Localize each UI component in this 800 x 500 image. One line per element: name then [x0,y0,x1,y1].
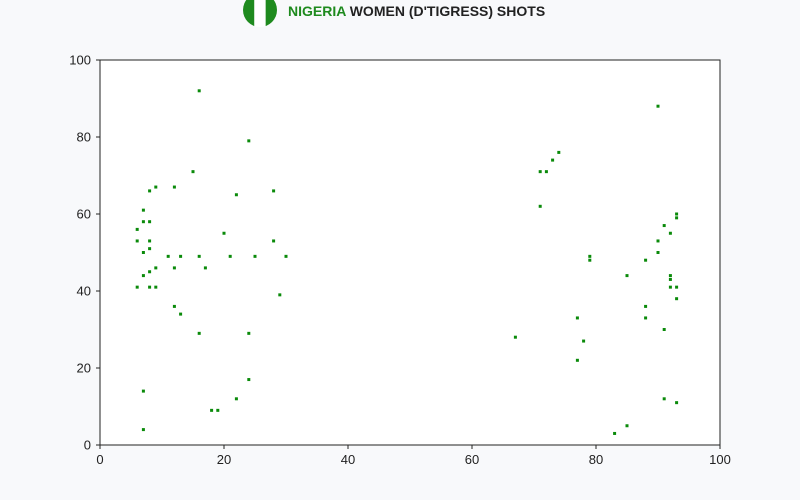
shot-point [247,139,251,143]
shot-point [148,247,152,251]
shot-point [625,274,629,278]
chart-title: NIGERIA WOMEN (D'TIGRESS) SHOTS [288,3,545,19]
shot-point [675,285,679,289]
shot-point [135,239,139,243]
data-points [135,89,679,435]
x-tick-label: 40 [341,452,355,467]
shot-point [668,231,672,235]
shot-point [197,89,201,93]
shot-point [588,254,592,258]
shot-point [538,204,542,208]
shot-point [135,285,139,289]
shot-point [613,431,617,435]
title-rest: WOMEN (D'TIGRESS) SHOTS [346,3,545,19]
shot-point [656,251,660,254]
shot-point [210,408,214,412]
shot-point [141,428,145,432]
x-tick-label: 60 [465,452,479,467]
chart-header: NIGERIA WOMEN (D'TIGRESS) SHOTS [243,0,545,27]
shot-point [272,239,276,243]
shot-point [656,104,660,108]
shot-point [662,224,666,228]
shot-point [148,220,152,224]
shot-point [668,285,672,289]
shot-point [141,208,145,212]
x-axis-tick-labels: 0 20 40 60 80 100 [96,452,730,467]
y-tick-label: 80 [77,130,91,145]
shot-point [253,254,257,258]
shot-point [662,397,666,401]
shot-point [148,270,152,274]
shot-point [551,158,555,162]
x-tick-label: 0 [96,452,103,467]
shot-point [544,170,548,174]
y-tick-label: 0 [84,438,91,453]
shot-point [575,316,579,320]
shot-point [148,239,152,243]
x-tick-label: 80 [589,452,603,467]
shot-point [154,285,158,289]
axis-ticks [96,59,721,449]
shot-point [662,328,666,331]
shot-point [278,293,282,297]
nigeria-flag-icon [243,0,277,27]
shot-point [675,212,679,216]
shot-point [141,251,145,254]
shot-point [668,274,672,278]
shot-point [575,358,579,362]
shot-point [644,258,648,262]
shot-point [538,170,542,174]
y-tick-label: 40 [77,284,91,299]
shot-point [179,254,183,258]
shot-point [247,378,251,382]
shot-point [675,297,679,301]
shot-point [582,339,586,343]
shot-point [154,266,158,270]
shot-point [141,389,145,393]
y-tick-label: 60 [77,207,91,222]
shot-point [656,239,660,243]
shot-point [675,216,679,220]
shot-point [644,304,648,308]
title-country: NIGERIA [288,3,346,19]
y-tick-label: 20 [77,361,91,376]
shot-point [234,397,238,401]
shot-point [222,231,226,235]
shot-point [203,266,207,270]
shot-point [191,170,195,174]
shot-point [668,277,672,281]
shot-point [154,185,158,189]
shot-point [148,285,152,289]
x-tick-label: 100 [709,452,731,467]
shot-point [216,408,220,412]
shot-point [247,331,251,335]
shot-point [272,189,276,193]
shot-point [644,316,648,320]
shot-point [166,254,170,258]
shot-point [179,312,183,316]
x-tick-label: 20 [217,452,231,467]
shot-point [557,150,561,154]
shot-point [588,258,592,262]
shot-point [228,254,232,258]
shot-point [197,254,201,258]
shot-point [148,189,152,193]
shot-point [625,424,629,428]
shot-point [172,304,176,308]
shot-point [513,335,517,339]
shot-point [284,254,288,258]
shot-point [197,331,201,335]
y-tick-label: 100 [69,53,91,68]
shot-point [172,185,176,189]
plot-area [99,59,721,446]
shot-point [135,227,139,231]
shot-point [141,220,145,224]
shot-point [675,401,679,405]
shot-point [141,274,145,278]
y-axis-tick-labels: 0 20 40 60 80 100 [69,53,91,453]
shot-point [234,193,238,197]
shot-point [172,266,176,270]
